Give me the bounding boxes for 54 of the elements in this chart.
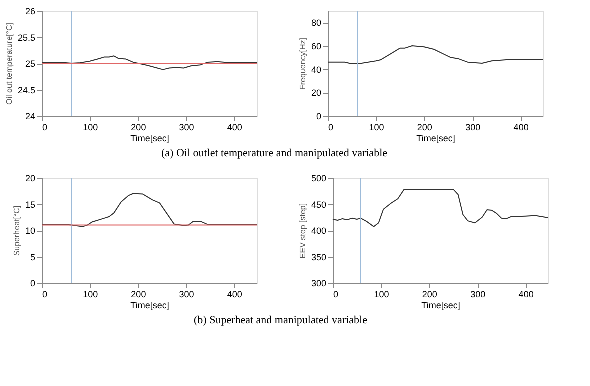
x-tick-label: 200	[417, 122, 432, 132]
y-tick-label: 24	[25, 112, 36, 122]
x-tick-label: 100	[83, 122, 98, 132]
x-tick-label: 400	[518, 290, 534, 300]
x-axis-title: Time[sec]	[130, 300, 170, 310]
x-tick-label: 400	[227, 290, 242, 300]
x-tick-label: 300	[179, 122, 194, 132]
y-tick-label: 20	[311, 88, 322, 98]
x-axis-title: Time[sec]	[130, 134, 170, 144]
y-tick-label: 15	[25, 200, 36, 210]
y-tick-label: 500	[311, 174, 326, 184]
y-tick-label: 5	[30, 252, 36, 262]
line-series	[328, 46, 544, 64]
x-axis-title: Time[sec]	[416, 134, 456, 144]
y-tick-label: 25	[25, 59, 36, 69]
x-tick-label: 400	[514, 122, 529, 132]
y-tick-label: 60	[311, 42, 322, 52]
text: (a) Oil outlet temperature and manipulated variable	[161, 148, 388, 160]
x-tick-label: 100	[83, 290, 98, 300]
x-tick-label: 200	[422, 290, 438, 300]
y-tick-label: 350	[311, 252, 326, 262]
y-tick-label: 40	[311, 64, 322, 75]
x-tick-label: 100	[369, 122, 384, 132]
line-series	[42, 193, 258, 228]
x-tick-label: 300	[466, 122, 481, 132]
y-tick-label: 24.5	[18, 85, 36, 96]
y-tick-label: 0	[30, 278, 36, 288]
y-tick-label: 80	[311, 18, 322, 28]
y-axis-title: Superheat[°C]	[12, 206, 22, 256]
y-axis-title: Frequency[Hz]	[298, 38, 308, 90]
x-tick-label: 0	[42, 290, 48, 300]
line-series	[332, 189, 548, 228]
y-tick-label: 300	[311, 278, 326, 288]
y-tick-label: 450	[311, 200, 326, 210]
y-tick-label: 10	[25, 226, 36, 236]
x-tick-label: 0	[328, 122, 334, 132]
y-tick-label: 26	[25, 6, 36, 16]
x-tick-label: 200	[131, 122, 146, 132]
y-tick-label: 25.5	[18, 32, 36, 43]
x-tick-label: 300	[179, 290, 194, 300]
x-tick-label: 100	[374, 290, 390, 300]
x-tick-label: 0	[42, 122, 48, 132]
y-axis-title: EEV step [step]	[298, 203, 308, 259]
x-tick-label: 300	[470, 290, 486, 300]
y-tick-label: 400	[311, 226, 326, 236]
y-axis-title: Oil out temperature[°C]	[4, 23, 14, 105]
y-tick-label: 20	[25, 174, 36, 184]
line-series	[42, 56, 258, 70]
x-tick-label: 400	[227, 122, 242, 132]
y-tick-label: 0	[316, 112, 322, 122]
text: (b) Superheat and manipulated variable	[194, 314, 368, 326]
x-tick-label: 0	[334, 290, 339, 300]
x-tick-label: 200	[131, 290, 146, 300]
x-axis-title: Time[sec]	[422, 300, 460, 310]
